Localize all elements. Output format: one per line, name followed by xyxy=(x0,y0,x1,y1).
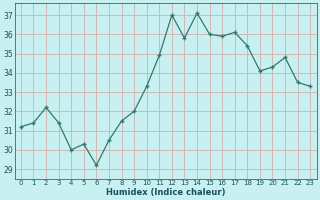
X-axis label: Humidex (Indice chaleur): Humidex (Indice chaleur) xyxy=(106,188,225,197)
